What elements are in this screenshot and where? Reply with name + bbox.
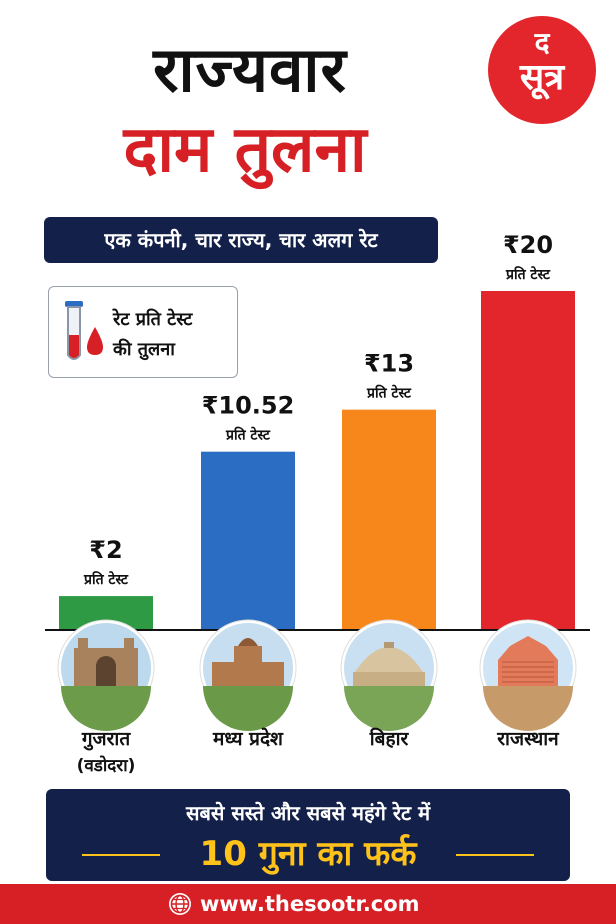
banner-text-line1: सबसे सस्ते और सबसे महंगे रेट में [185,801,431,825]
value-label-rajasthan: ₹20 [503,231,553,259]
rate-info-line2: की तुलना [113,339,175,360]
unit-label-rajasthan: प्रति टेस्ट [505,266,551,283]
monument-gate-arch [96,656,116,686]
monument-palace-body [212,662,284,686]
monument-palace-tower [234,646,262,664]
monument-stupa-top [384,642,394,648]
page-title-line1: राज्यवार [153,33,347,106]
test-tube-blood-drop-icon [65,301,103,360]
footer-bar: www.thesootr.com [0,884,616,924]
website-link[interactable]: www.thesootr.com [200,892,420,916]
category-label-gujarat: गुजरात [81,728,131,750]
globe-icon [169,893,191,915]
bar-bihar [342,409,436,630]
monument-ground-bihar [344,686,434,731]
monument-hawamahal-body [498,636,558,686]
monument-ground-madhya-pradesh [203,686,293,731]
bar-rajasthan [481,291,575,630]
unit-label-gujarat: प्रति टेस्ट [83,571,129,588]
rate-info-line1: रेट प्रति टेस्ट [113,309,193,330]
brand-logo: द सूत्र [488,16,596,124]
monument-stupa-base [353,672,425,686]
monument-ground-gujarat [61,686,151,731]
category-sublabel-gujarat: (वडोदरा) [76,756,136,776]
category-label-bihar: बिहार [369,728,409,750]
bottom-banner: सबसे सस्ते और सबसे महंगे रेट में 10 गुना… [46,789,570,881]
banner-text-line2: 10 गुना का फर्क [199,834,417,874]
value-label-gujarat: ₹2 [89,536,122,564]
monument-palace-dome [238,638,258,646]
monument-gate-tower-left [78,638,88,650]
category-label-rajasthan: राजस्थान [497,728,559,750]
page-title-line2: दाम तुलना [123,113,367,187]
brand-logo-text-top: द [534,26,550,59]
category-label-madhya-pradesh: मध्य प्रदेश [213,728,283,750]
subtitle-banner: एक कंपनी, चार राज्य, चार अलग रेट [44,217,438,263]
unit-label-bihar: प्रति टेस्ट [366,385,412,402]
monument-stupa-dome [355,647,423,672]
banner-divider-left [82,854,160,856]
monument-gate-tower-right [124,638,134,650]
banner-divider-right [456,854,534,856]
value-label-bihar: ₹13 [364,350,414,378]
brand-logo-text-main: सूत्र [519,57,565,98]
unit-label-madhya-pradesh: प्रति टेस्ट [225,427,271,444]
monument-ground-rajasthan [483,686,573,731]
value-label-madhya-pradesh: ₹10.52 [202,392,295,420]
rate-info-box: रेट प्रति टेस्ट की तुलना [48,286,238,378]
bar-chart: ₹2 प्रति टेस्ट ₹10.52 प्रति टेस्ट ₹13 प्रति ट… [45,231,590,731]
bar-madhya-pradesh [201,451,295,630]
